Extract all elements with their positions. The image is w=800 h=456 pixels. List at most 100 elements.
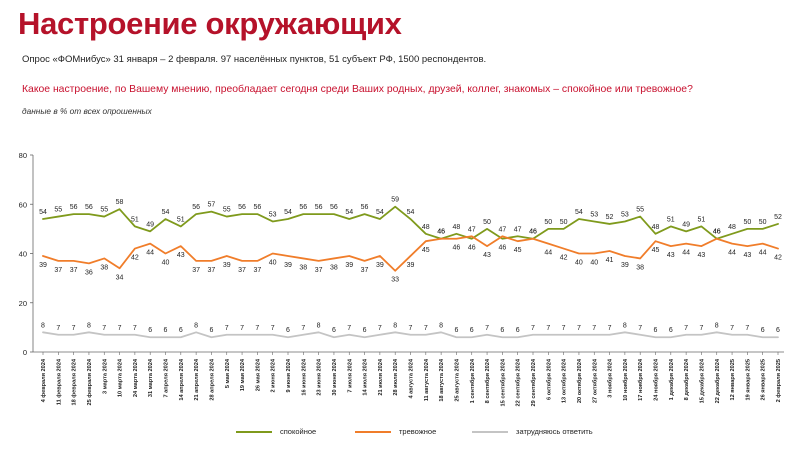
data-label-anxious: 41 bbox=[606, 257, 614, 264]
series-line-calm bbox=[42, 205, 779, 240]
data-label-anxious: 47 bbox=[498, 226, 506, 233]
data-label-hard: 7 bbox=[133, 325, 137, 332]
data-label-calm: 53 bbox=[590, 211, 598, 218]
data-label-anxious: 39 bbox=[621, 262, 629, 269]
data-label-anxious: 37 bbox=[361, 267, 369, 274]
data-label-calm: 49 bbox=[682, 221, 690, 228]
y-tick-label: 40 bbox=[19, 250, 27, 259]
legend-swatch-calm bbox=[236, 430, 272, 433]
data-label-anxious: 40 bbox=[162, 260, 170, 267]
legend-swatch-hard bbox=[472, 430, 508, 433]
x-tick-label: 8 сентября 2024 bbox=[484, 358, 491, 403]
x-tick-label: 20 октября 2024 bbox=[576, 358, 583, 403]
x-tick-label: 1 декабря 2024 bbox=[668, 358, 675, 400]
data-label-anxious: 39 bbox=[39, 262, 47, 269]
data-label-hard: 7 bbox=[745, 325, 749, 332]
x-tick-label: 14 июля 2024 bbox=[363, 358, 369, 396]
data-label-calm: 49 bbox=[146, 221, 154, 228]
x-tick-label: 22 декабря 2024 bbox=[714, 358, 721, 403]
data-label-anxious: 34 bbox=[116, 274, 124, 281]
data-label-hard: 6 bbox=[776, 327, 780, 334]
data-label-calm: 56 bbox=[85, 204, 93, 211]
x-tick-label: 11 августа 2024 bbox=[424, 358, 430, 401]
x-tick-label: 25 февраля 2024 bbox=[86, 358, 93, 405]
legend-swatch-anxious bbox=[355, 430, 391, 433]
data-label-hard: 7 bbox=[56, 325, 60, 332]
mood-line-chart: 0 20 40 60 80 4 февраля 2024 11 февраля 2024 18… bbox=[19, 151, 784, 406]
data-label-anxious: 44 bbox=[682, 250, 690, 257]
x-tick-label: 1 сентября 2024 bbox=[469, 358, 476, 403]
data-label-calm: 48 bbox=[652, 224, 660, 231]
data-label-hard: 6 bbox=[363, 327, 367, 334]
data-label-hard: 6 bbox=[654, 327, 658, 334]
x-tick-label: 6 октября 2024 bbox=[545, 358, 552, 400]
data-label-hard: 7 bbox=[592, 325, 596, 332]
x-tick-label: 25 августа 2024 bbox=[454, 358, 460, 401]
data-label-anxious: 42 bbox=[774, 255, 782, 262]
legend-item-hard: затрудняюсь ответить bbox=[472, 427, 593, 436]
data-label-calm: 50 bbox=[743, 219, 751, 226]
x-tick-label: 3 марта 2024 bbox=[102, 358, 108, 394]
x-tick-label: 2 февраля 2025 bbox=[775, 359, 782, 402]
data-label-hard: 8 bbox=[317, 322, 321, 329]
data-label-calm: 50 bbox=[483, 219, 491, 226]
data-label-hard: 7 bbox=[730, 325, 734, 332]
data-label-anxious: 37 bbox=[70, 267, 78, 274]
data-label-calm: 51 bbox=[177, 216, 185, 223]
series-line-hard bbox=[42, 331, 779, 339]
data-label-calm: 50 bbox=[544, 219, 552, 226]
legend-label-calm: спокойное bbox=[280, 427, 317, 436]
x-tick-label: 3 ноября 2024 bbox=[607, 358, 614, 398]
x-tick-label: 31 марта 2024 bbox=[148, 358, 154, 397]
data-label-hard: 7 bbox=[546, 325, 550, 332]
data-label-hard: 7 bbox=[240, 325, 244, 332]
x-tick-label: 21 апреля 2024 bbox=[194, 358, 200, 400]
y-tick-label: 60 bbox=[19, 200, 27, 209]
data-label-hard: 8 bbox=[194, 322, 198, 329]
survey-question: Какое настроение, по Вашему мнению, прео… bbox=[22, 84, 693, 95]
data-label-hard: 7 bbox=[271, 325, 275, 332]
data-label-hard: 7 bbox=[424, 325, 428, 332]
data-label-calm: 58 bbox=[116, 199, 124, 206]
x-tick-label: 9 июня 2024 bbox=[286, 358, 292, 392]
x-tick-label: 23 июня 2024 bbox=[317, 358, 323, 396]
x-tick-label: 13 октября 2024 bbox=[561, 358, 568, 403]
legend-label-hard: затрудняюсь ответить bbox=[516, 427, 593, 436]
x-tick-label: 24 марта 2024 bbox=[133, 358, 139, 397]
x-tick-label: 18 августа 2024 bbox=[439, 358, 445, 401]
x-tick-label: 5 мая 2024 bbox=[225, 358, 231, 388]
x-tick-label: 29 сентября 2024 bbox=[530, 358, 537, 406]
data-label-anxious: 42 bbox=[560, 255, 568, 262]
data-label-hard: 7 bbox=[102, 325, 106, 332]
data-label-calm: 46 bbox=[713, 229, 721, 236]
data-label-anxious: 46 bbox=[713, 229, 721, 236]
data-label-calm: 46 bbox=[498, 245, 506, 252]
data-label-calm: 50 bbox=[560, 219, 568, 226]
data-label-anxious: 37 bbox=[54, 267, 62, 274]
data-label-calm: 57 bbox=[208, 202, 216, 209]
data-label-anxious: 37 bbox=[253, 267, 261, 274]
data-label-calm: 51 bbox=[131, 216, 139, 223]
data-label-anxious: 37 bbox=[315, 267, 323, 274]
x-tick-label: 15 сентября 2024 bbox=[499, 358, 506, 406]
x-tick-label: 10 ноября 2024 bbox=[622, 358, 629, 401]
data-label-hard: 7 bbox=[255, 325, 259, 332]
legend-item-anxious: тревожное bbox=[355, 427, 436, 436]
data-label-anxious: 38 bbox=[636, 264, 644, 271]
data-label-calm: 56 bbox=[238, 204, 246, 211]
data-label-calm: 55 bbox=[636, 207, 644, 214]
data-label-hard: 8 bbox=[41, 322, 45, 329]
x-tick-label: 12 января 2025 bbox=[730, 359, 736, 401]
data-label-calm: 54 bbox=[284, 209, 292, 216]
data-label-anxious: 37 bbox=[208, 267, 216, 274]
x-tick-label: 4 февраля 2024 bbox=[40, 358, 47, 402]
data-label-hard: 7 bbox=[638, 325, 642, 332]
data-label-anxious: 43 bbox=[177, 252, 185, 259]
data-label-anxious: 39 bbox=[345, 262, 353, 269]
data-label-hard: 8 bbox=[393, 322, 397, 329]
data-label-calm: 48 bbox=[422, 224, 430, 231]
x-tick-label: 28 июля 2024 bbox=[393, 358, 399, 396]
x-tick-label: 10 марта 2024 bbox=[118, 358, 124, 397]
x-tick-label: 28 апреля 2024 bbox=[209, 358, 215, 400]
data-label-hard: 7 bbox=[378, 325, 382, 332]
